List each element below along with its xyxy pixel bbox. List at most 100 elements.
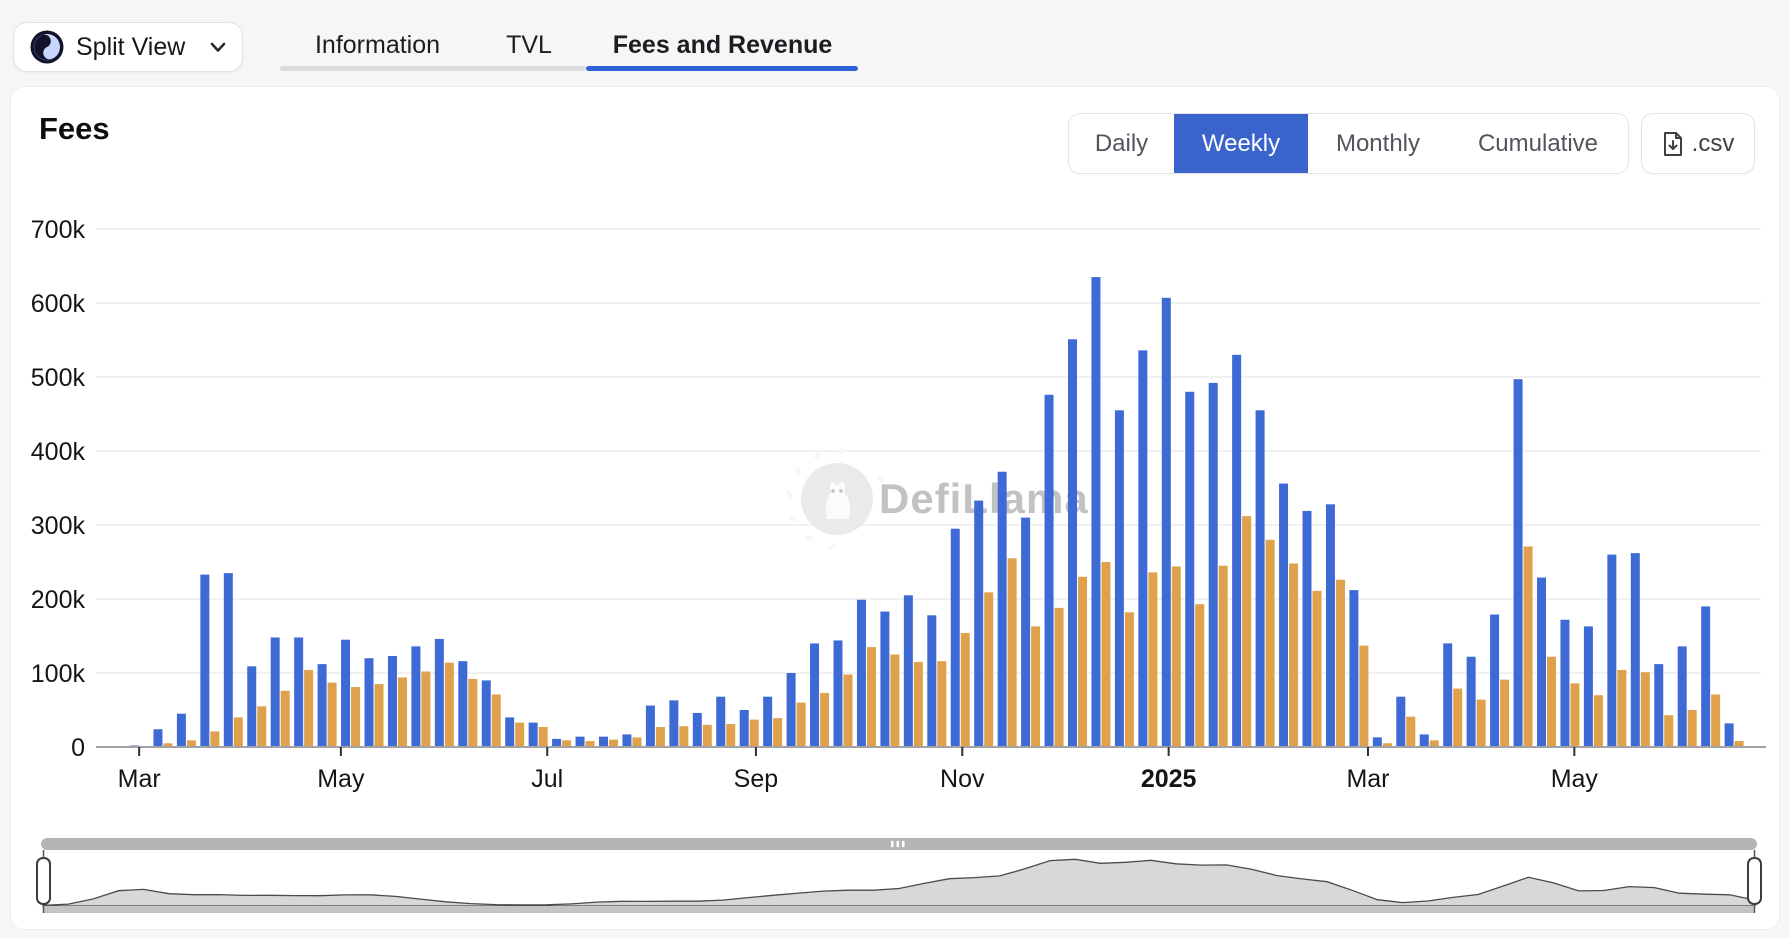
fees-bar <box>1396 696 1406 747</box>
fees-bar <box>1349 590 1359 747</box>
revenue-bar <box>1640 672 1650 747</box>
fees-bar <box>1372 737 1382 747</box>
revenue-bar <box>1711 694 1721 747</box>
minimap-right-handle[interactable] <box>1747 857 1762 905</box>
revenue-bar <box>374 684 384 747</box>
x-axis-tick-label: Mar <box>118 765 161 793</box>
revenue-bar <box>1289 563 1299 747</box>
split-view-label: Split View <box>76 32 186 61</box>
fees-bar <box>716 696 726 747</box>
fees-bar <box>153 729 163 747</box>
revenue-bar <box>890 654 900 747</box>
fees-bar <box>1114 410 1124 747</box>
revenue-bar <box>468 678 478 747</box>
minimap-scrollbar-grip[interactable] <box>902 840 905 848</box>
revenue-bar <box>773 718 783 747</box>
revenue-bar <box>749 719 759 747</box>
fees-bar <box>1701 606 1711 747</box>
tab-tvl[interactable]: TVL <box>506 30 552 59</box>
minimap-left-handle[interactable] <box>36 857 51 905</box>
fees-bar <box>1513 379 1523 747</box>
fees-bar <box>1490 614 1500 747</box>
x-axis-tick-label: May <box>317 765 365 793</box>
download-file-icon <box>1663 131 1682 156</box>
revenue-bar <box>1664 715 1674 747</box>
cumulative-button[interactable]: Cumulative <box>1448 114 1628 173</box>
revenue-bar <box>163 743 173 747</box>
fees-bar <box>1255 410 1265 747</box>
revenue-bar <box>1007 558 1017 747</box>
revenue-bar <box>538 727 548 747</box>
watermark-text: DefiLlama <box>879 475 1089 522</box>
revenue-bar <box>1593 695 1603 747</box>
fees-bar <box>223 573 233 747</box>
fees-bar <box>1279 483 1289 747</box>
revenue-bar <box>1195 604 1205 747</box>
revenue-bar <box>866 647 876 747</box>
revenue-bar <box>1687 710 1697 747</box>
fees-bar <box>645 705 655 747</box>
y-axis-tick-label: 0 <box>71 734 85 762</box>
fees-bar <box>903 595 913 747</box>
fees-bar <box>458 661 468 747</box>
daily-button[interactable]: Daily <box>1069 114 1174 173</box>
minimap-scrollbar-grip[interactable] <box>891 840 894 848</box>
revenue-bar <box>491 694 501 747</box>
fees-bar <box>833 640 843 747</box>
revenue-bar <box>1312 590 1322 747</box>
y-axis-tick-label: 600k <box>31 290 86 318</box>
fees-bar <box>1607 554 1617 747</box>
fees-bar <box>927 615 937 747</box>
revenue-bar <box>1218 565 1228 747</box>
revenue-bar <box>1476 699 1486 747</box>
fees-bar <box>856 599 866 747</box>
revenue-bar <box>1429 740 1439 747</box>
tab-fees-and-revenue[interactable]: Fees and Revenue <box>612 30 833 59</box>
split-view-dropdown[interactable]: Split View <box>13 22 243 72</box>
minimap-scrollbar-grip[interactable] <box>896 840 900 848</box>
fees-bar <box>997 471 1007 747</box>
y-axis-tick-label: 700k <box>31 216 86 244</box>
fees-bar <box>1466 656 1476 747</box>
revenue-bar <box>1101 562 1111 747</box>
revenue-bar <box>1734 741 1744 747</box>
download-csv-button[interactable]: .csv <box>1641 113 1755 174</box>
fees-bar <box>481 680 491 747</box>
revenue-bar <box>1242 516 1252 747</box>
y-axis-tick-label: 300k <box>31 512 86 540</box>
fees-bar <box>364 658 374 747</box>
revenue-bar <box>1382 743 1392 747</box>
fees-bar <box>1302 510 1312 747</box>
revenue-bar <box>1335 579 1345 747</box>
revenue-bar <box>585 741 595 747</box>
revenue-bar <box>351 687 361 747</box>
fees-bar <box>176 713 186 747</box>
fees-bar <box>1583 626 1593 747</box>
revenue-bar <box>421 671 431 747</box>
y-axis-tick-label: 100k <box>31 660 86 688</box>
revenue-bar <box>210 731 220 747</box>
tab-information[interactable]: Information <box>314 30 441 59</box>
fees-bar <box>1443 643 1453 747</box>
revenue-bar <box>609 739 618 747</box>
fees-bar-chart[interactable]: 700k 600k 500k 400k 300k 200k 100k 0 DefiLlama Ma… <box>11 87 1781 931</box>
monthly-button[interactable]: Monthly <box>1308 114 1448 173</box>
fees-bar <box>411 646 421 747</box>
revenue-bar <box>444 662 454 747</box>
weekly-button[interactable]: Weekly <box>1174 114 1308 173</box>
revenue-bar <box>1570 683 1580 747</box>
fees-bar <box>1021 517 1031 747</box>
fees-bar <box>1654 664 1664 747</box>
fees-bar <box>1560 619 1570 747</box>
revenue-bar <box>1171 566 1181 747</box>
fees-bar <box>1208 382 1218 747</box>
fees-bar <box>294 637 304 747</box>
fees-bar <box>1419 734 1429 747</box>
fees-bar <box>810 643 820 747</box>
fees-bar <box>552 738 562 747</box>
revenue-bar <box>562 740 572 747</box>
y-axis-tick-label: 400k <box>31 438 86 466</box>
fees-bar <box>341 639 351 747</box>
fees-bar <box>270 637 280 747</box>
